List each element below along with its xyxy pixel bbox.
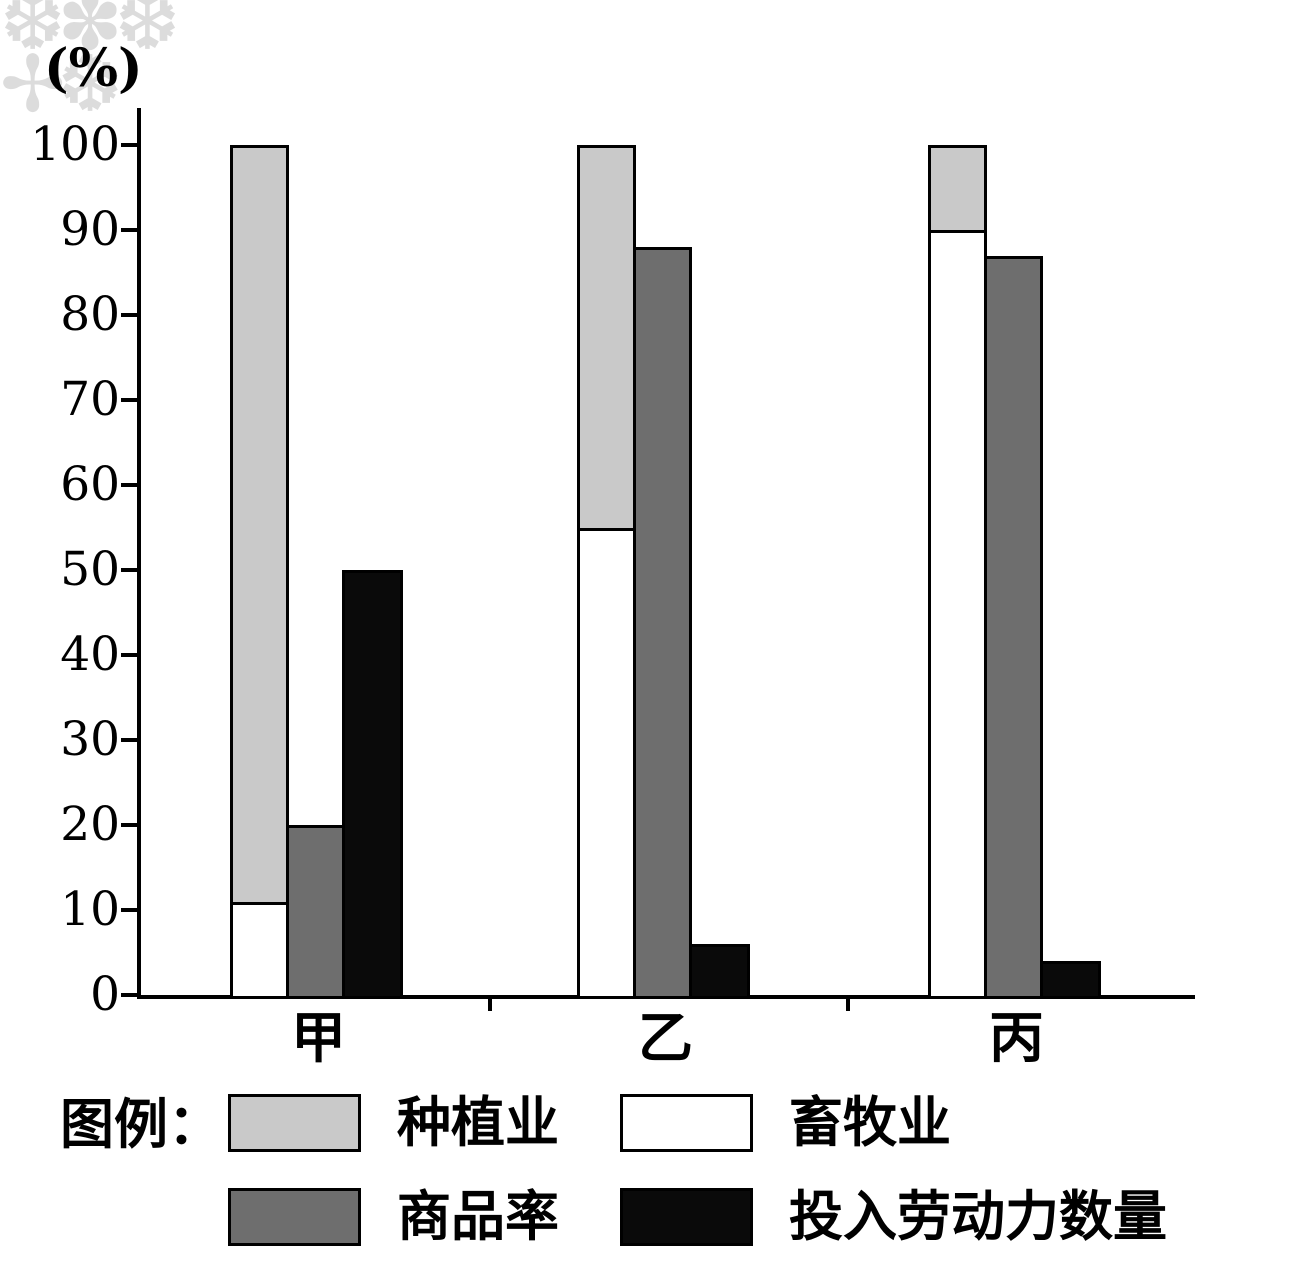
bar-labor-丙 [1040,961,1101,999]
scan-watermark: ❆✽❆ ✢❆ [0,0,180,122]
legend-item-husbandry: 畜牧业 [620,1094,951,1152]
y-axis-tick [121,143,137,147]
x-axis-separator-tick [846,995,850,1011]
bar-husbandry-乙 [577,527,636,999]
y-axis-tick [121,908,137,912]
x-axis-separator-tick [488,995,492,1011]
y-axis-tick-label: 60 [60,457,120,512]
legend-label-planting: 种植业 [397,1093,559,1153]
y-axis-tick-label: 40 [60,627,120,682]
legend-swatch-labor [620,1188,753,1246]
legend-label-commodity: 商品率 [397,1187,559,1247]
legend-label-husbandry: 畜牧业 [789,1093,951,1153]
y-axis-tick-label: 70 [60,372,120,427]
y-axis-tick [121,313,137,317]
y-axis-tick [121,228,137,232]
legend-item-planting: 种植业 [228,1094,559,1152]
y-axis-tick [121,993,137,997]
y-axis-tick-label: 80 [60,287,120,342]
y-axis-line [137,108,141,999]
bar-planting-甲 [230,145,289,902]
x-axis-category-label: 甲 [290,1007,347,1069]
y-axis-tick-label: 10 [60,882,120,937]
legend-item-commodity: 商品率 [228,1188,559,1246]
y-axis-tick [121,738,137,742]
y-axis-tick [121,568,137,572]
bar-commodity-甲 [286,825,345,999]
y-axis-tick [121,823,137,827]
y-axis-tick-label: 20 [60,797,120,852]
x-axis-category-label: 丙 [988,1007,1045,1069]
x-axis-category-label: 乙 [637,1007,694,1069]
y-axis-tick-label: 90 [60,202,120,257]
bar-planting-乙 [577,145,636,528]
legend-label-labor: 投入劳动力数量 [789,1187,1167,1247]
y-axis-tick-label: 50 [60,542,120,597]
bar-commodity-乙 [633,247,692,999]
bar-commodity-丙 [984,255,1043,999]
bar-husbandry-丙 [928,230,987,999]
legend-item-labor: 投入劳动力数量 [620,1188,1167,1246]
y-axis-unit-label: (%) [44,38,143,99]
legend-swatch-commodity [228,1188,361,1246]
y-axis-tick-label: 30 [60,712,120,767]
legend-swatch-husbandry [620,1094,753,1152]
bar-labor-乙 [689,944,750,999]
y-axis-tick [121,398,137,402]
legend-swatch-planting [228,1094,361,1152]
y-axis-tick-label: 100 [30,117,120,172]
bar-husbandry-甲 [230,901,289,999]
bar-planting-丙 [928,145,987,230]
legend-title: 图例： [60,1095,222,1155]
y-axis-tick [121,653,137,657]
y-axis-tick [121,483,137,487]
bar-labor-甲 [342,570,403,999]
y-axis-tick-label: 0 [90,967,120,1022]
